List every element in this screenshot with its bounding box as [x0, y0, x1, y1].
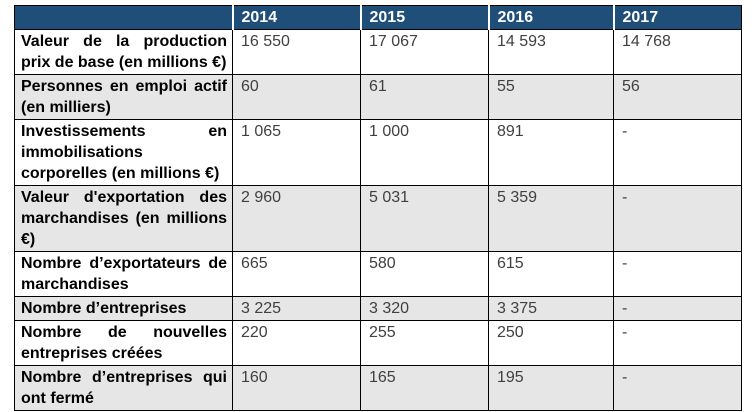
- cell-value: 250: [488, 320, 614, 366]
- cell-value: 17 067: [360, 29, 489, 75]
- row-label: Personnes en emploi actif (en milliers): [14, 74, 233, 120]
- table-row-new-enterprises: Nombre de nouvelles entreprises créées 2…: [14, 320, 742, 366]
- cell-value: 160: [232, 365, 361, 411]
- cell-value: 3 375: [488, 296, 614, 321]
- header-row: 2014 2015 2016 2017: [14, 5, 742, 30]
- header-year-2016: 2016: [488, 5, 615, 30]
- table-row-exporters: Nombre d’exportateurs de marchandises 66…: [14, 251, 742, 297]
- cell-value: 56: [613, 74, 742, 120]
- table-row-enterprises: Nombre d’entreprises 3 225 3 320 3 375 -: [14, 296, 742, 321]
- cell-value: 5 359: [488, 185, 614, 252]
- row-label: Nombre d’exportateurs de marchandises: [14, 251, 233, 297]
- cell-value: -: [613, 119, 742, 186]
- cell-value: 220: [232, 320, 361, 366]
- cell-value: 165: [360, 365, 489, 411]
- cell-value: 60: [232, 74, 361, 120]
- cell-value: -: [613, 365, 742, 411]
- cell-value: 2 960: [232, 185, 361, 252]
- cell-value: 580: [360, 251, 489, 297]
- header-corner-cell: [14, 5, 234, 30]
- table-row-employment: Personnes en emploi actif (en milliers) …: [14, 74, 742, 120]
- cell-value: 61: [360, 74, 489, 120]
- row-label: Valeur d'exportation des marchandises (e…: [14, 185, 233, 252]
- cell-value: 195: [488, 365, 614, 411]
- header-year-2014: 2014: [232, 5, 362, 30]
- row-label: Nombre d’entreprises: [14, 296, 233, 321]
- cell-value: 891: [488, 119, 614, 186]
- cell-value: 14 593: [488, 29, 614, 75]
- cell-value: -: [613, 320, 742, 366]
- table-row-export-value: Valeur d'exportation des marchandises (e…: [14, 185, 742, 252]
- row-label: Nombre de nouvelles entreprises créées: [14, 320, 233, 366]
- row-label: Nombre d’entreprises qui ont fermé: [14, 365, 233, 411]
- cell-value: 3 320: [360, 296, 489, 321]
- row-label: Investissements en immobilisations corpo…: [14, 119, 233, 186]
- header-year-2015: 2015: [360, 5, 490, 30]
- cell-value: -: [613, 185, 742, 252]
- row-label: Valeur de la production prix de base (en…: [14, 29, 233, 75]
- table-row-closed-enterprises: Nombre d’entreprises qui ont fermé 160 1…: [14, 365, 742, 411]
- cell-value: 1 065: [232, 119, 361, 186]
- cell-value: 1 000: [360, 119, 489, 186]
- cell-value: 55: [488, 74, 614, 120]
- cell-value: 615: [488, 251, 614, 297]
- cell-value: 16 550: [232, 29, 361, 75]
- cell-value: 665: [232, 251, 361, 297]
- cell-value: 3 225: [232, 296, 361, 321]
- statistics-table: 2014 2015 2016 2017 Valeur de la product…: [14, 5, 742, 411]
- table-row-production-value: Valeur de la production prix de base (en…: [14, 29, 742, 75]
- cell-value: 5 031: [360, 185, 489, 252]
- cell-value: -: [613, 296, 742, 321]
- cell-value: 255: [360, 320, 489, 366]
- table-row-investments: Investissements en immobilisations corpo…: [14, 119, 742, 186]
- cell-value: -: [613, 251, 742, 297]
- header-year-2017: 2017: [613, 5, 742, 30]
- cell-value: 14 768: [613, 29, 742, 75]
